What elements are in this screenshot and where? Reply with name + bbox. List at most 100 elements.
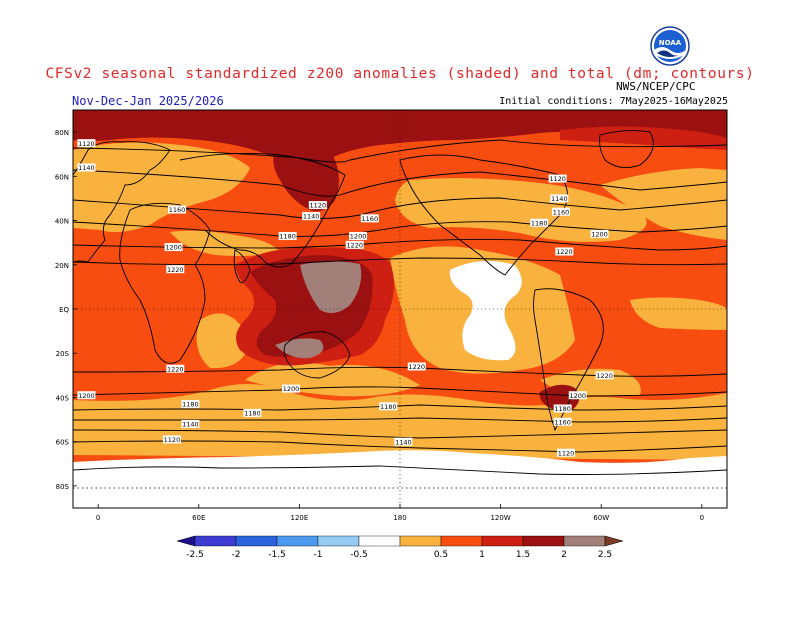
contour-label-box <box>181 419 200 428</box>
contour-label: 1220 <box>167 365 184 373</box>
coastline-antarctica <box>73 465 727 475</box>
contour-label: 1160 <box>362 215 379 223</box>
shade-dark-red-south-atlantic <box>539 384 580 411</box>
colorbar-swatch <box>317 535 360 547</box>
colorbar-swatch <box>440 535 483 547</box>
shade-red-arctic-edge <box>560 126 727 150</box>
contour-label-box <box>379 402 398 411</box>
colorbar-label: -2.5 <box>186 550 204 560</box>
contour-label-box <box>166 265 185 274</box>
contour-label-box <box>407 362 426 371</box>
contour-label-box <box>360 214 379 223</box>
lon-label: 60E <box>192 514 205 522</box>
agency-label: NWS/NCEP/CPC <box>616 80 696 93</box>
contour-label-box <box>595 371 614 380</box>
contour-label: 1200 <box>569 392 586 400</box>
lon-label: 120E <box>290 514 308 522</box>
contour-label-box <box>548 174 567 183</box>
contour-label: 1140 <box>182 421 199 429</box>
contour-1160-north <box>73 197 727 219</box>
shade-light-orange-europe <box>73 142 250 233</box>
contour-label-box <box>302 212 321 221</box>
lat-label: 80N <box>55 129 69 137</box>
noaa-logo: NOAA <box>650 26 690 66</box>
contour-label-box <box>166 364 185 373</box>
contour-label: 1180 <box>380 403 397 411</box>
contour-label: 1140 <box>395 438 412 446</box>
contour-1200-north <box>73 238 727 251</box>
grid-lines <box>73 110 727 508</box>
colorbar-label: 0.5 <box>434 550 448 560</box>
contour-label: 1200 <box>350 233 367 241</box>
coastline-europe-africa <box>119 202 211 364</box>
colorbar-label: -2 <box>232 550 241 560</box>
contour-1160-south <box>73 417 727 423</box>
contour-label: 1200 <box>591 230 608 238</box>
contour-label-box <box>181 400 200 409</box>
logo-text: NOAA <box>659 39 682 47</box>
contour-label-box <box>345 240 364 249</box>
coastline-greenland <box>599 130 654 169</box>
contour-label-box <box>349 232 368 241</box>
contour-label-box <box>282 384 300 393</box>
colorbar: -2.5 -2 -1.5 -1 -0.5 0.5 1 1.5 2 2.5 <box>176 535 624 560</box>
contour-label: 1180 <box>244 410 261 418</box>
lon-label: 120W <box>490 514 510 522</box>
contour-label: 1180 <box>554 405 571 413</box>
colorbar-label: -0.5 <box>350 550 368 560</box>
colorbar-swatch <box>194 535 237 547</box>
contour-1220-north <box>73 257 727 266</box>
contour-1120-north <box>73 139 727 163</box>
colorbar-swatch <box>276 535 319 547</box>
coastline-north-america <box>73 141 171 263</box>
shaded-anomalies <box>73 110 727 508</box>
contour-label-box <box>162 435 181 444</box>
contour-1180-north <box>73 221 727 237</box>
shade-light-orange-east-npac <box>600 168 727 240</box>
contour-label: 1140 <box>551 195 568 203</box>
contour-label: 1200 <box>283 385 300 393</box>
contour-1180-south <box>73 404 727 411</box>
contour-label: 1120 <box>558 449 575 457</box>
colorbar-arrow-right <box>604 535 624 547</box>
contour-label: 1200 <box>78 392 95 400</box>
lon-label: 60W <box>593 514 609 522</box>
contour-label: 1180 <box>279 233 296 241</box>
lat-label: 40S <box>56 394 70 402</box>
contour-label: 1120 <box>310 202 327 210</box>
contour-label-box <box>394 437 413 446</box>
shade-taupe-west-pacific <box>300 261 362 314</box>
colorbar-swatch <box>563 535 606 547</box>
shade-light-orange-europe-2 <box>170 230 280 256</box>
lon-label: 180 <box>393 514 406 522</box>
contour-1140-north <box>73 169 727 197</box>
contour-label: 1220 <box>346 241 363 249</box>
contour-label: 1200 <box>165 244 182 252</box>
initial-conditions: Initial conditions: 7May2025-16May2025 <box>499 96 728 107</box>
coastlines <box>73 130 727 475</box>
contour-label: 1180 <box>531 219 548 227</box>
colorbar-label: 2 <box>561 550 567 560</box>
colorbar-label: 1 <box>479 550 485 560</box>
contour-label-box <box>555 247 574 256</box>
colorbar-swatch <box>522 535 565 547</box>
colorbar-arrow-left <box>176 535 196 547</box>
contour-label-box <box>308 201 327 210</box>
colorbar-label: 1.5 <box>516 550 530 560</box>
contour-1140-south <box>73 429 727 439</box>
chart-title: CFSv2 seasonal standardized z200 anomali… <box>45 66 755 82</box>
shade-light-orange-north-africa <box>630 297 727 330</box>
lat-label: 40N <box>55 218 69 226</box>
colorbar-swatch <box>399 535 442 547</box>
contour-label-box <box>243 408 262 417</box>
lat-label: EQ <box>59 306 69 314</box>
coastline-north-america-2 <box>399 154 568 276</box>
colorbar-label: 2.5 <box>598 550 612 560</box>
contour-label-box <box>530 218 549 227</box>
contour-label-box <box>553 417 572 426</box>
contour-label: 1220 <box>556 248 573 256</box>
lon-label: 0 <box>700 514 704 522</box>
shade-light-orange-pacific <box>395 178 647 242</box>
shade-light-orange-indian <box>196 313 250 369</box>
